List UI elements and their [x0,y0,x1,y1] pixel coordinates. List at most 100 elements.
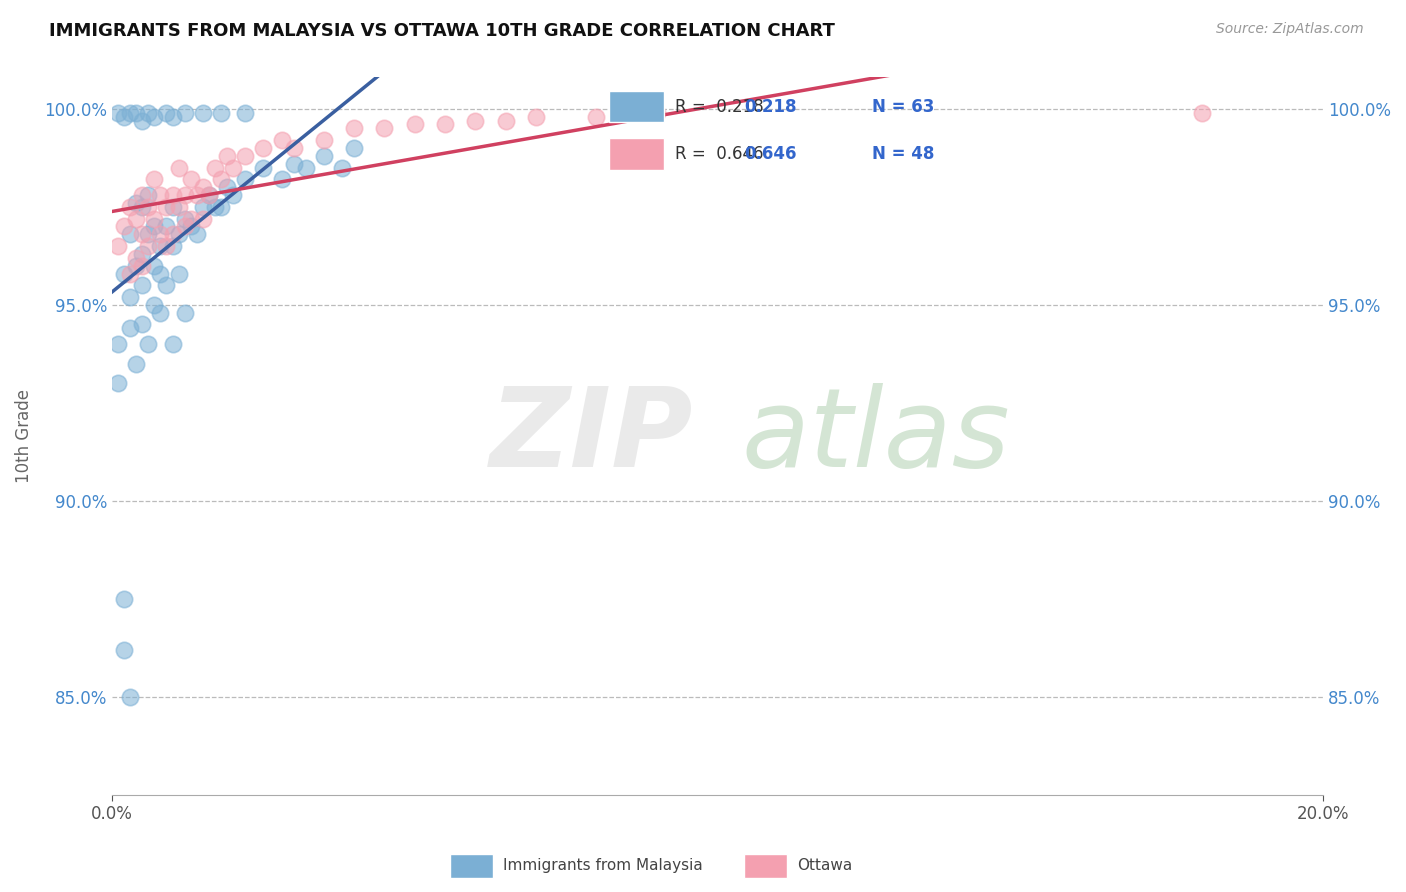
Point [215,149,238,163]
Text: N = 63: N = 63 [872,98,935,116]
Point [125,105,148,120]
Point [222,161,245,175]
Point [173,105,195,120]
Point [149,239,172,253]
Point [434,118,457,132]
Point [343,141,366,155]
Point [186,227,208,242]
Point [143,172,166,186]
Point [191,180,214,194]
Point [143,259,166,273]
Point [167,161,190,175]
Point [125,357,148,371]
Text: N = 48: N = 48 [872,145,935,163]
Point [162,239,184,253]
Point [125,211,148,226]
FancyBboxPatch shape [744,855,786,878]
Point [173,211,195,226]
Text: 0.218: 0.218 [744,98,797,116]
Point [167,227,190,242]
Point [112,219,135,234]
Point [143,298,166,312]
Point [645,105,668,120]
Point [233,149,256,163]
Point [330,161,353,175]
Point [143,211,166,226]
Point [233,172,256,186]
Point [143,219,166,234]
Point [495,113,517,128]
Text: R =  0.646: R = 0.646 [675,145,763,163]
FancyBboxPatch shape [609,138,664,169]
Point [186,188,208,202]
Point [173,219,195,234]
Point [155,239,177,253]
Point [136,200,159,214]
Point [524,110,547,124]
Point [252,161,274,175]
Point [107,376,129,391]
Point [149,306,172,320]
Point [120,200,142,214]
Point [112,592,135,607]
Point [283,141,305,155]
Point [585,110,607,124]
Point [294,161,316,175]
Point [180,172,202,186]
Point [173,306,195,320]
Point [252,141,274,155]
Point [180,219,202,234]
Point [107,105,129,120]
Point [149,267,172,281]
Point [162,227,184,242]
Text: Source: ZipAtlas.com: Source: ZipAtlas.com [1216,22,1364,37]
Point [131,200,153,214]
Point [312,149,335,163]
Point [167,200,190,214]
Point [131,188,153,202]
Point [1191,105,1213,120]
Point [191,200,214,214]
Point [131,259,153,273]
Point [209,200,232,214]
Point [162,200,184,214]
Point [180,211,202,226]
Point [162,110,184,124]
Point [373,121,395,136]
Point [312,133,335,147]
Point [120,105,142,120]
Point [131,318,153,332]
Point [204,161,226,175]
Text: IMMIGRANTS FROM MALAYSIA VS OTTAWA 10TH GRADE CORRELATION CHART: IMMIGRANTS FROM MALAYSIA VS OTTAWA 10TH … [49,22,835,40]
Point [136,337,159,351]
Point [198,188,221,202]
Point [222,188,245,202]
Text: Ottawa: Ottawa [797,858,852,872]
Point [120,690,142,704]
Point [155,278,177,293]
Point [173,188,195,202]
FancyBboxPatch shape [609,91,664,122]
Point [233,105,256,120]
Point [120,227,142,242]
Point [191,105,214,120]
Point [125,259,148,273]
Point [209,105,232,120]
Point [107,239,129,253]
Text: Immigrants from Malaysia: Immigrants from Malaysia [503,858,703,872]
Point [136,188,159,202]
Point [162,188,184,202]
Point [404,118,426,132]
Point [136,239,159,253]
Point [136,105,159,120]
Text: atlas: atlas [742,383,1011,490]
Y-axis label: 10th Grade: 10th Grade [15,389,32,483]
Point [125,251,148,265]
Point [143,110,166,124]
Point [120,321,142,335]
Point [131,247,153,261]
Point [270,133,292,147]
Point [136,227,159,242]
Point [215,180,238,194]
Point [167,267,190,281]
